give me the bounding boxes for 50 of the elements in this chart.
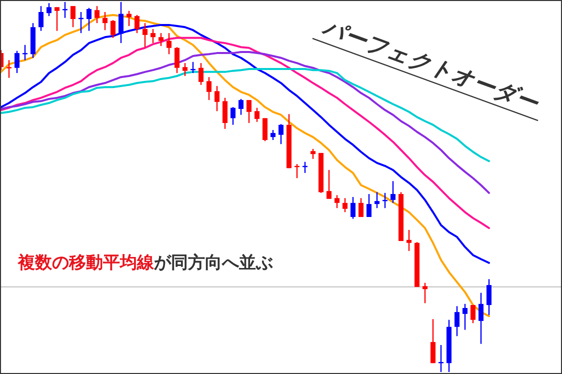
candlestick	[342, 198, 348, 213]
candlestick	[6, 59, 12, 78]
candlestick	[222, 97, 228, 130]
candlestick	[110, 20, 116, 38]
candlestick	[94, 5, 100, 24]
candlestick	[46, 2, 52, 17]
candlestick	[406, 229, 412, 252]
candlestick	[142, 22, 148, 48]
candlestick	[166, 32, 172, 55]
candlestick	[310, 148, 316, 160]
candlestick	[374, 192, 380, 209]
candlestick	[230, 106, 236, 126]
candlestick	[38, 5, 44, 32]
candlestick	[214, 85, 220, 112]
candlestick	[478, 292, 484, 344]
candlestick	[102, 11, 108, 31]
candlestick	[54, 6, 60, 32]
candlestick	[366, 193, 372, 218]
candlestick	[462, 303, 468, 330]
candlestick	[358, 198, 364, 218]
candlestick	[238, 98, 244, 116]
candlestick	[454, 306, 460, 337]
candlestick	[334, 194, 340, 209]
candlestick	[430, 318, 436, 364]
candlestick	[262, 118, 268, 142]
candlestick	[326, 169, 332, 200]
candlestick	[22, 44, 28, 61]
candlestick	[14, 50, 20, 74]
annotation: 複数の移動平均線	[17, 253, 155, 273]
candlestick	[254, 107, 260, 122]
candlestick	[126, 10, 132, 27]
candlestick	[86, 7, 92, 32]
candlestick	[174, 46, 180, 74]
candlestick	[206, 76, 212, 101]
candlestick	[270, 129, 276, 141]
candlestick	[390, 180, 396, 204]
candlestick	[486, 278, 492, 316]
candlestick	[70, 5, 76, 28]
candlestick	[182, 62, 188, 77]
annotation: が同方向へ並ぶ	[153, 253, 273, 273]
candlestick	[158, 32, 164, 47]
candlestick	[134, 14, 140, 34]
candlestick	[350, 196, 356, 220]
candlestick	[278, 124, 284, 145]
candlestick	[198, 62, 204, 86]
candlestick	[150, 28, 156, 44]
candlestick	[422, 282, 428, 304]
candlestick	[246, 99, 252, 124]
annotation: パーフェクトオーダー	[318, 14, 542, 117]
candlestick	[470, 304, 476, 324]
